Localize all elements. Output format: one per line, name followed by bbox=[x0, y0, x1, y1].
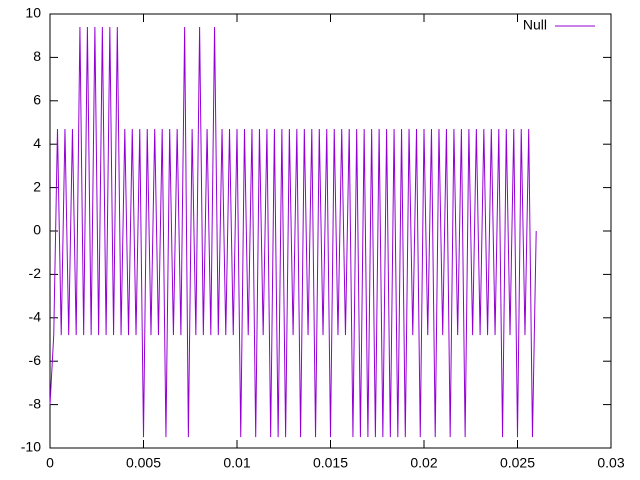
x-tick-label: 0.025 bbox=[500, 455, 535, 471]
x-tick-label: 0.03 bbox=[597, 455, 624, 471]
y-tick-label: 4 bbox=[33, 135, 41, 151]
y-tick-label: 0 bbox=[33, 222, 41, 238]
y-tick-label: -4 bbox=[29, 309, 42, 325]
x-tick-label: 0.02 bbox=[410, 455, 437, 471]
x-tick-label: 0.01 bbox=[223, 455, 250, 471]
x-tick-label: 0.015 bbox=[313, 455, 348, 471]
x-tick-label: 0.005 bbox=[126, 455, 161, 471]
y-tick-label: -10 bbox=[21, 439, 41, 455]
y-tick-label: 2 bbox=[33, 178, 41, 194]
y-tick-label: -2 bbox=[29, 265, 42, 281]
y-tick-label: 10 bbox=[25, 5, 41, 21]
y-tick-label: 8 bbox=[33, 48, 41, 64]
legend-label: Null bbox=[523, 17, 547, 33]
y-tick-label: 6 bbox=[33, 92, 41, 108]
x-tick-label: 0 bbox=[46, 455, 54, 471]
y-tick-label: -6 bbox=[29, 352, 42, 368]
data-line bbox=[49, 27, 537, 438]
y-tick-label: -8 bbox=[29, 395, 42, 411]
